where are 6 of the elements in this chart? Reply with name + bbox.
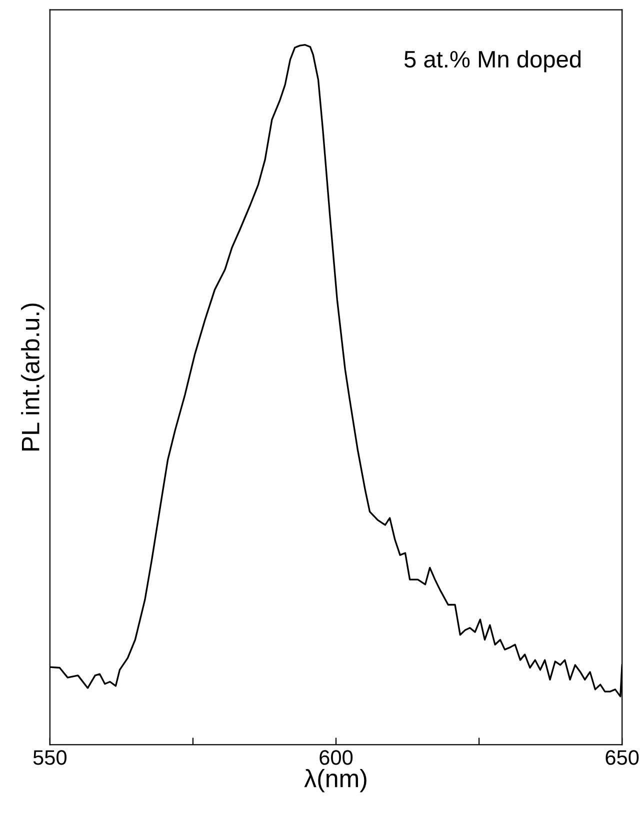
x-tick-label: 550 — [33, 750, 66, 765]
x-axis-title: λ(nm) — [304, 769, 366, 792]
x-tick-label: 650 — [606, 750, 639, 765]
y-axis-title: PL int.(arb.u.) — [21, 304, 44, 450]
x-tick-label: 600 — [320, 750, 353, 765]
annotation: 5 at.% Mn doped — [404, 50, 581, 72]
